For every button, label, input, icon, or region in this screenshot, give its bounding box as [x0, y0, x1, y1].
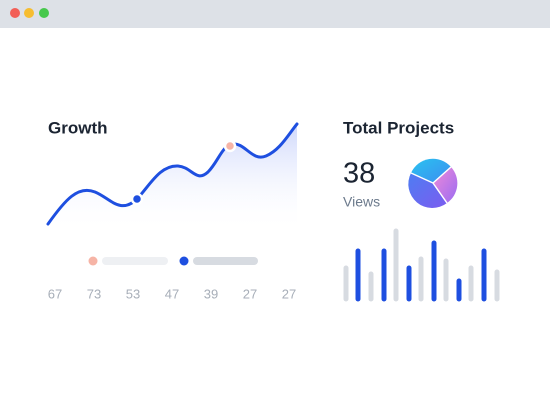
x-label: 53 [126, 286, 140, 301]
x-label: 39 [204, 286, 218, 301]
legend-bar [193, 257, 258, 265]
x-label: 67 [48, 286, 62, 301]
growth-line [46, 122, 299, 226]
title-bar [0, 0, 550, 28]
growth-point[interactable] [130, 192, 144, 206]
x-label: 27 [243, 286, 257, 301]
pie-chart [408, 158, 458, 209]
x-labels: 67 73 53 47 39 27 27 [48, 286, 296, 301]
pie-slice [433, 167, 458, 203]
close-button[interactable] [10, 8, 20, 18]
pie-divider [410, 166, 452, 204]
growth-point[interactable] [223, 139, 237, 153]
pie-slice [408, 173, 447, 209]
growth-area [48, 124, 297, 232]
projects-card: Total Projects 38 Views [343, 118, 500, 302]
minimize-button[interactable] [24, 8, 34, 18]
x-label: 47 [165, 286, 179, 301]
growth-card: Growth 67 73 53 47 39 27 27 [46, 118, 299, 301]
x-label: 27 [282, 286, 296, 301]
projects-count: 38 [343, 158, 375, 190]
projects-title: Total Projects [343, 118, 454, 137]
growth-title: Growth [48, 118, 108, 137]
legend-dot [88, 256, 98, 266]
projects-metric: Views [343, 194, 380, 210]
x-label: 73 [87, 286, 101, 301]
legend-dot [179, 256, 189, 266]
bar-chart [343, 228, 500, 302]
maximize-button[interactable] [39, 8, 49, 18]
legend-bar [102, 257, 168, 265]
